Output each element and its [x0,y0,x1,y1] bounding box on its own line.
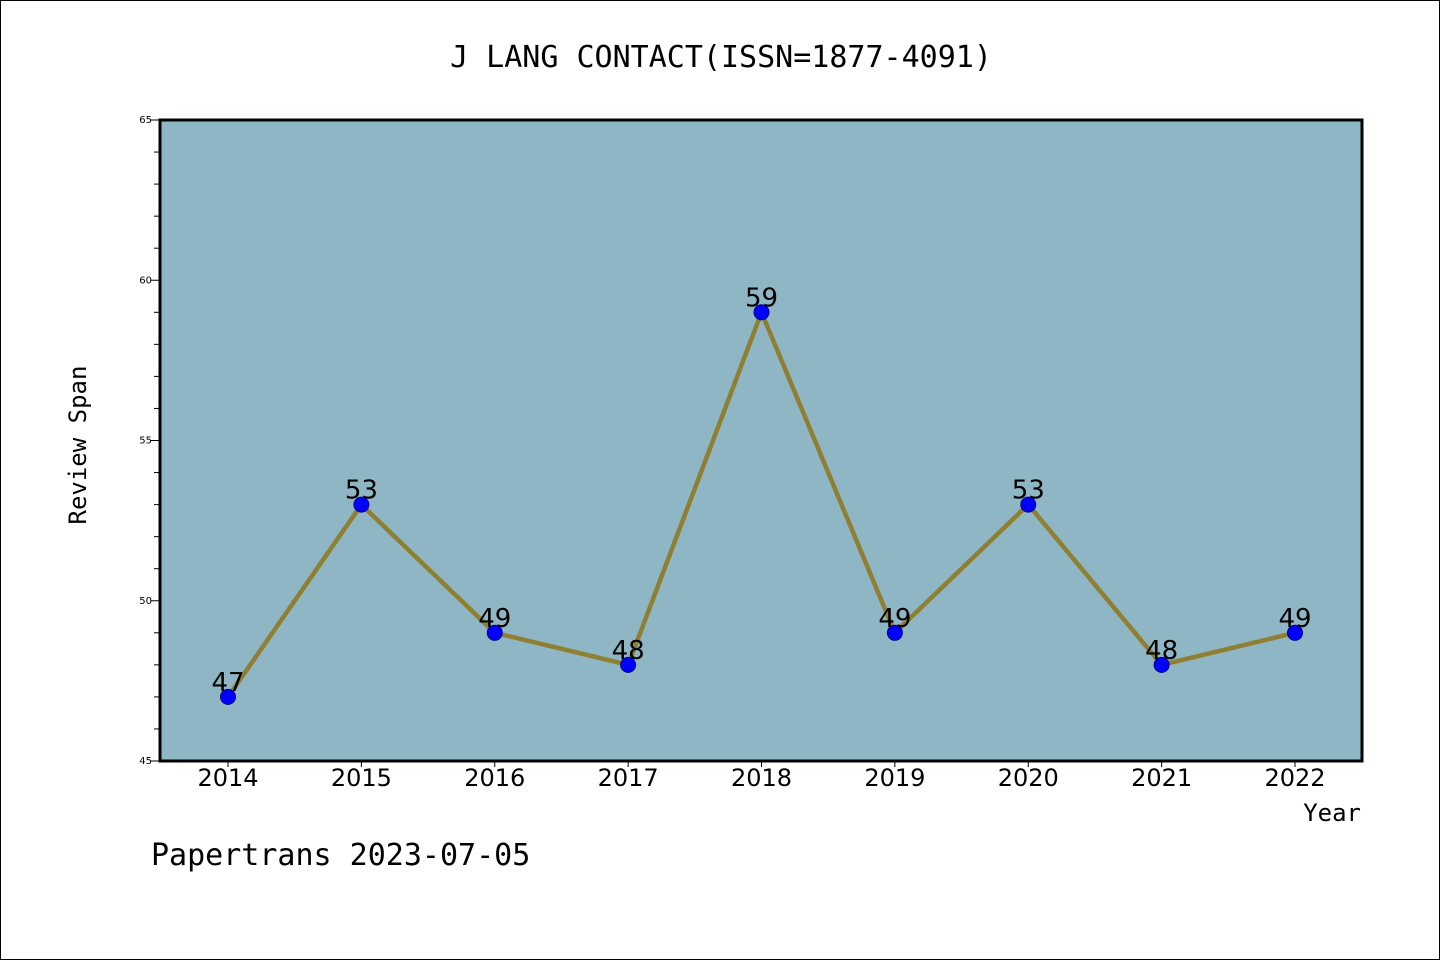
y-tick-label: 55 [139,436,152,447]
x-tick-label: 2022 [1264,764,1325,792]
y-axis-ticks: 45 50 55 60 65 [139,115,160,767]
x-tick-label: 2017 [598,764,659,792]
x-tick-label: 2014 [197,764,258,792]
data-point [753,304,770,321]
x-tick-label: 2018 [731,764,792,792]
plot-area [158,118,1364,763]
x-tick-label: 2019 [864,764,925,792]
y-tick-label: 60 [139,275,152,286]
data-point [886,624,903,641]
data-point [220,688,236,705]
data-point [486,624,503,641]
data-label: 49 [1278,604,1311,634]
data-label: 53 [1012,476,1045,506]
data-point [1020,496,1037,513]
series-line-group [220,304,1303,705]
data-label: 48 [1145,636,1178,666]
x-tick-label: 2016 [464,764,525,792]
x-tick-label: 2020 [998,764,1059,792]
y-tick-label: 45 [139,756,152,767]
data-point [1287,624,1303,641]
data-label: 47 [211,668,244,698]
x-axis-label: Year [1303,799,1361,827]
data-label: 48 [612,636,645,666]
footer-text: Papertrans 2023-07-05 [151,838,530,873]
y-tick-label: 65 [139,115,152,126]
data-label: 49 [878,604,911,634]
chart-title: J LANG CONTACT(ISSN=1877-4091) [450,40,992,75]
x-tick-label: 2021 [1131,764,1192,792]
x-tick-label: 2015 [331,764,392,792]
data-label-group: 47 53 49 48 59 49 53 48 49 [211,283,1311,698]
data-point [1153,656,1170,673]
x-axis-ticks: 2014 2015 2016 2017 2018 2019 2020 2021 2022 [197,761,1326,792]
data-point [620,656,637,673]
data-label: 49 [478,604,511,634]
y-tick-label: 50 [139,596,152,607]
data-label: 53 [345,476,378,506]
data-label: 59 [745,283,778,313]
y-axis-label: Review Span [64,366,92,525]
data-point [353,496,370,513]
